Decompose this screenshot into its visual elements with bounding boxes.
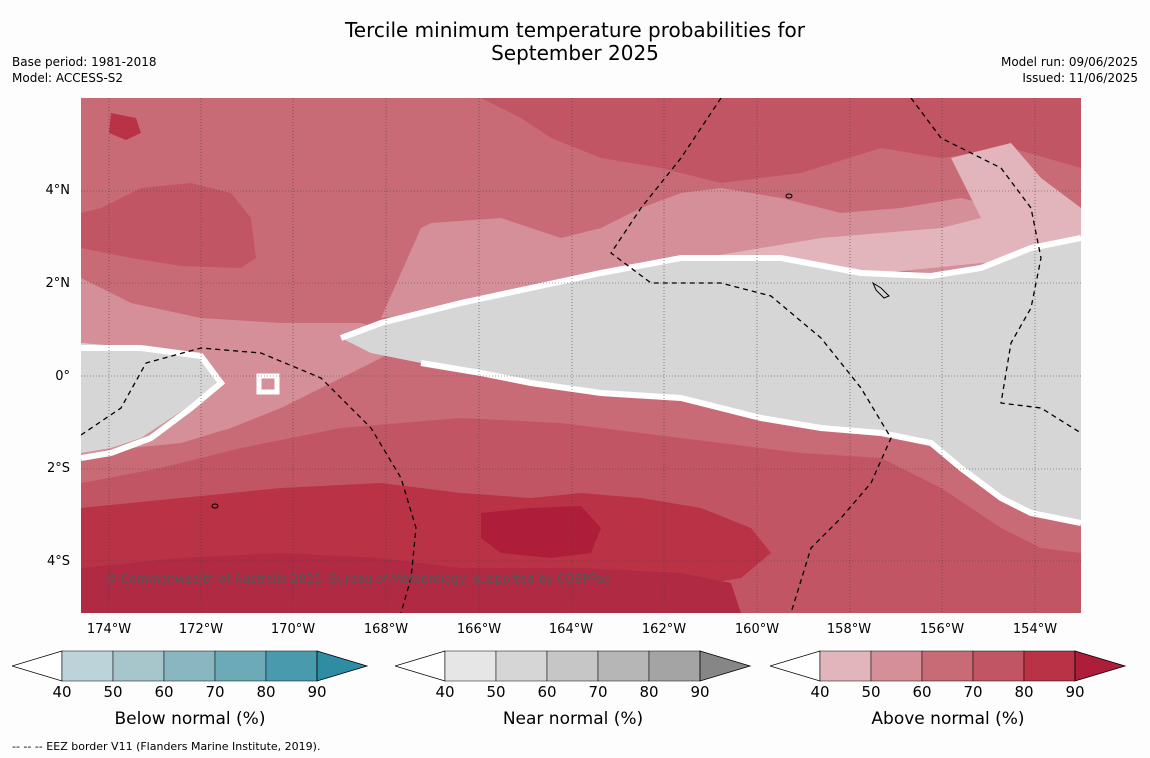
colorbar-near-tick: 60 xyxy=(537,683,557,701)
colorbar-below-swatch xyxy=(265,650,318,682)
lat-label-2n: 2°N xyxy=(45,276,71,291)
colorbar-above-tick: 40 xyxy=(810,683,830,701)
colorbar-near xyxy=(395,650,752,682)
lon-label-158w: 158°W xyxy=(826,622,872,637)
colorbar-below-swatch xyxy=(163,650,216,682)
colorbar-above-title: Above normal (%) xyxy=(871,709,1025,729)
colorbar-above-right-arrow xyxy=(1074,650,1127,682)
lat-label-0: 0° xyxy=(55,369,70,384)
colorbar-near-tick: 40 xyxy=(435,683,455,701)
colorbar-below-tick: 90 xyxy=(307,683,327,701)
colorbar-above-tick: 70 xyxy=(963,683,983,701)
model-run: Model run: 09/06/2025 xyxy=(1000,55,1138,69)
islands xyxy=(211,193,890,509)
meta-left: Base period: 1981-2018 Model: ACCESS-S2 xyxy=(12,54,157,86)
colorbar-near-tick: 90 xyxy=(690,683,710,701)
colorbar-above-tick: 50 xyxy=(861,683,881,701)
region-near-normal-west xyxy=(81,343,221,453)
lon-label-168w: 168°W xyxy=(363,622,409,637)
colorbar-below-swatch xyxy=(214,650,267,682)
lat-label-4s: 4°S xyxy=(46,554,70,569)
colorbar-below-left-arrow xyxy=(12,650,63,682)
lon-label-166w: 166°W xyxy=(456,622,502,637)
meta-right: Model run: 09/06/2025 Issued: 11/06/2025 xyxy=(1001,54,1138,86)
lon-label-164w: 164°W xyxy=(548,622,594,637)
probability-map xyxy=(81,98,1081,613)
colorbar-near-swatch xyxy=(495,650,548,682)
title-line-1: Tercile minimum temperature probabilitie… xyxy=(344,18,806,42)
colorbar-below-tick: 40 xyxy=(52,683,72,701)
region-above-40-northeast xyxy=(701,143,1081,273)
colorbar-below-tick: 50 xyxy=(103,683,123,701)
colorbar-near-left-arrow xyxy=(395,650,446,682)
model-name: Model: ACCESS-S2 xyxy=(12,71,124,85)
lon-label-154w: 154°W xyxy=(1012,622,1058,637)
graticule xyxy=(81,98,1081,613)
colorbar-above-tick: 80 xyxy=(1014,683,1034,701)
colorbar-above-tick: 90 xyxy=(1065,683,1085,701)
lon-label-160w: 160°W xyxy=(734,622,780,637)
colorbar-above-swatch xyxy=(870,650,923,682)
region-above-80-north xyxy=(481,98,1081,183)
region-above-90-west xyxy=(109,113,141,140)
colorbar-above xyxy=(770,650,1127,682)
colorbar-below-tick: 80 xyxy=(256,683,276,701)
region-above-90-core xyxy=(481,506,601,558)
issued-date: Issued: 11/06/2025 xyxy=(1022,71,1138,85)
colorbar-near-swatch xyxy=(444,650,497,682)
region-near-normal xyxy=(341,238,1081,523)
lon-label-162w: 162°W xyxy=(641,622,687,637)
boundary-near-normal xyxy=(339,235,1081,526)
title-line-2: September 2025 xyxy=(491,41,659,65)
colorbar-near-swatch xyxy=(597,650,650,682)
lat-label-4n: 4°N xyxy=(45,183,71,198)
colorbar-near-swatch xyxy=(648,650,701,682)
colorbar-near-tick: 80 xyxy=(639,683,659,701)
region-above-90-southwest xyxy=(81,553,741,613)
colorbar-near-swatch xyxy=(546,650,599,682)
colorbar-below-right-arrow xyxy=(316,650,369,682)
colorbar-above-swatch xyxy=(819,650,872,682)
base-period: Base period: 1981-2018 xyxy=(12,55,157,69)
lon-label-156w: 156°W xyxy=(919,622,965,637)
colorbar-near-title: Near normal (%) xyxy=(502,709,644,729)
lat-label-2s: 2°S xyxy=(46,461,70,476)
map-title: Tercile minimum temperature probabilitie… xyxy=(0,19,1150,65)
colorbar-near-tick: 50 xyxy=(486,683,506,701)
lon-label-174w: 174°W xyxy=(86,622,132,637)
colorbar-below-tick: 60 xyxy=(154,683,174,701)
copyright-notice: © Commonwealth of Australia 2025, Bureau… xyxy=(105,572,611,586)
colorbar-above-swatch xyxy=(1023,650,1076,682)
colorbar-below-title: Below normal (%) xyxy=(114,709,266,729)
colorbar-below-swatch xyxy=(61,650,114,682)
colorbar-below xyxy=(12,650,369,682)
colorbar-below-tick: 70 xyxy=(205,683,225,701)
lon-label-172w: 172°W xyxy=(178,622,224,637)
colorbar-near-right-arrow xyxy=(699,650,752,682)
boundary-west xyxy=(81,345,226,461)
lon-label-170w: 170°W xyxy=(270,622,316,637)
colorbar-above-left-arrow xyxy=(770,650,821,682)
eez-footnote: -- -- -- EEZ border V11 (Flanders Marine… xyxy=(12,740,321,753)
colorbar-above-swatch xyxy=(921,650,974,682)
colorbar-near-tick: 70 xyxy=(588,683,608,701)
colorbar-above-tick: 60 xyxy=(912,683,932,701)
colorbar-above-swatch xyxy=(972,650,1025,682)
region-above-80-west xyxy=(81,183,256,268)
colorbar-below-swatch xyxy=(112,650,165,682)
eez-border xyxy=(81,98,1081,613)
